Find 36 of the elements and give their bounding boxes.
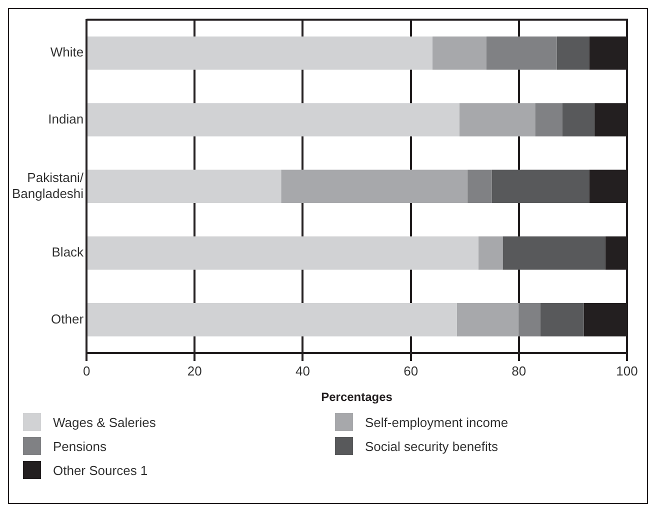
legend-label: Social security benefits bbox=[365, 438, 498, 454]
y-tick-label: Other bbox=[51, 311, 84, 326]
bar bbox=[486, 36, 557, 70]
x-axis-title: Percentages bbox=[321, 390, 393, 404]
x-tick-label: 20 bbox=[187, 363, 202, 378]
bar bbox=[492, 170, 590, 204]
y-tick-label: White bbox=[50, 44, 84, 60]
bar bbox=[281, 170, 468, 204]
bar bbox=[502, 236, 606, 270]
bar bbox=[88, 36, 432, 70]
bar bbox=[88, 103, 460, 136]
bar bbox=[468, 170, 492, 204]
legend-label: Pensions bbox=[53, 438, 106, 454]
bar bbox=[540, 303, 584, 336]
bar bbox=[432, 36, 486, 70]
bar bbox=[88, 170, 282, 204]
bar bbox=[535, 103, 562, 136]
y-tick-label: Indian bbox=[48, 111, 84, 126]
bar bbox=[556, 36, 590, 70]
x-tick-label: 40 bbox=[296, 363, 310, 378]
x-tick-label: 60 bbox=[404, 363, 418, 378]
bar bbox=[518, 303, 541, 336]
bar bbox=[478, 236, 503, 270]
x-tick-label: 100 bbox=[616, 363, 638, 378]
bar bbox=[562, 103, 595, 136]
legend-label: Self-employment income bbox=[365, 414, 508, 430]
bar bbox=[88, 236, 478, 270]
bar bbox=[456, 303, 519, 336]
x-tick-label: 0 bbox=[82, 363, 90, 378]
x-tick-label: 80 bbox=[512, 363, 526, 378]
legend-label: Other Sources 1 bbox=[53, 462, 148, 478]
bar bbox=[459, 103, 536, 136]
legend-label: Wages & Saleries bbox=[53, 414, 156, 430]
y-tick-label: Pakistani/ Bangladeshi bbox=[12, 170, 84, 201]
bar bbox=[88, 303, 457, 336]
y-tick-label: Black bbox=[52, 244, 84, 260]
